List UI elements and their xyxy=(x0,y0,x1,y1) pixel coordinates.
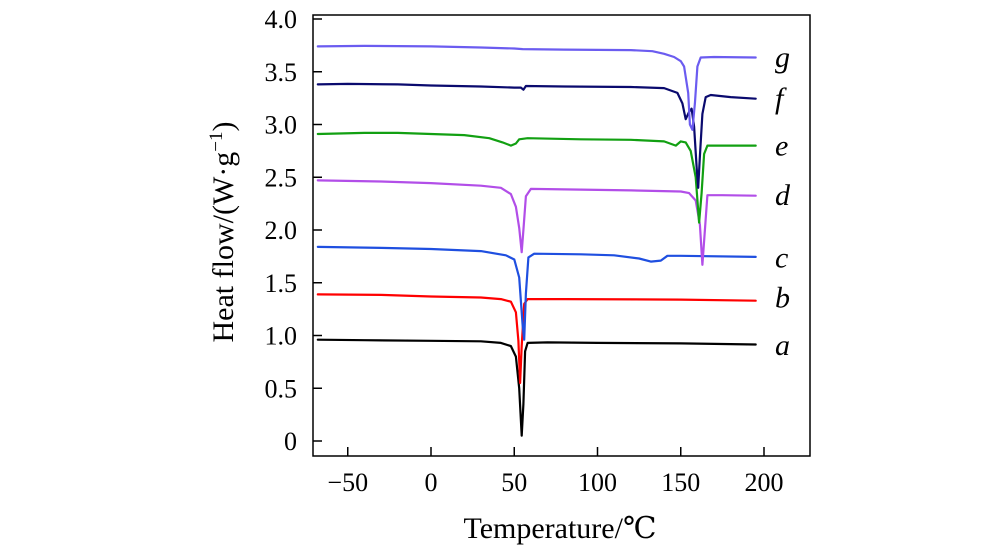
series-label-f: f xyxy=(775,82,787,115)
y-tick-label: 3.5 xyxy=(265,58,298,87)
y-tick-label: 4.0 xyxy=(265,5,298,34)
x-tick-label: 150 xyxy=(661,468,700,497)
x-tick-label: 0 xyxy=(425,468,438,497)
series-label-a: a xyxy=(775,329,790,362)
series-b-line xyxy=(316,293,757,385)
x-tick-label: 100 xyxy=(578,468,617,497)
y-axis-title-superscript: −1 xyxy=(206,132,227,152)
y-tick-label: 1.0 xyxy=(265,322,298,351)
y-axis-title-close: ) xyxy=(207,122,240,132)
dsc-curves xyxy=(316,44,757,437)
series-f-line xyxy=(316,82,757,189)
series-a-line xyxy=(316,338,757,437)
series-label-e: e xyxy=(775,130,788,163)
y-axis-ticks: 0 0.5 1.0 1.5 2.0 2.5 3.0 3.5 4.0 xyxy=(265,5,322,456)
series-e-line xyxy=(316,131,757,224)
series-label-g: g xyxy=(775,41,790,74)
y-axis-title: Heat flow/(W·g−1) xyxy=(206,122,240,343)
series-c-line xyxy=(316,245,757,341)
x-axis-title: Temperature/℃ xyxy=(463,512,656,545)
y-tick-label: 2.0 xyxy=(265,216,298,245)
y-tick-label: 0 xyxy=(284,427,297,456)
series-g-line xyxy=(316,44,757,131)
y-tick-label: 2.5 xyxy=(265,163,298,192)
y-tick-label: 0.5 xyxy=(265,374,298,403)
plot-frame xyxy=(312,14,811,457)
x-axis-ticks: −50 0 50 100 150 200 xyxy=(327,447,784,497)
series-label-d: d xyxy=(775,179,791,212)
x-tick-label: −50 xyxy=(327,468,368,497)
series-label-c: c xyxy=(775,241,788,274)
x-tick-label: 50 xyxy=(501,468,527,497)
y-axis-title-main: Heat flow/(W·g xyxy=(207,152,240,343)
y-tick-label: 1.5 xyxy=(265,269,298,298)
series-label-b: b xyxy=(775,282,790,315)
x-tick-label: 200 xyxy=(745,468,784,497)
y-tick-label: 3.0 xyxy=(265,111,298,140)
series-d-line xyxy=(316,179,757,266)
